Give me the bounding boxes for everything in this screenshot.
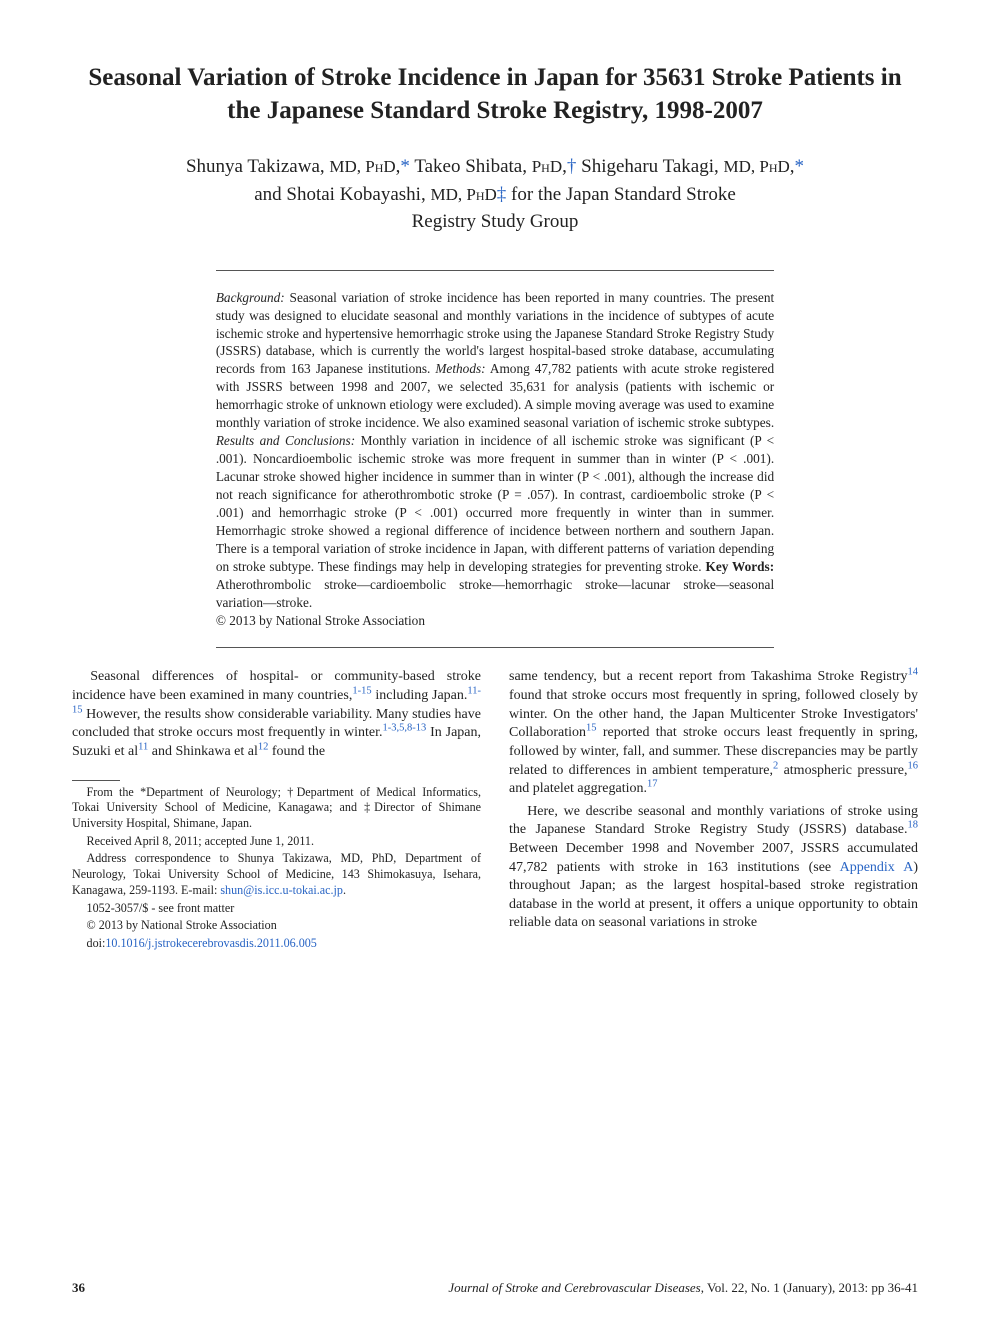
article-title: Seasonal Variation of Stroke Incidence i… (72, 62, 918, 127)
author-block: Shunya Takizawa, MD, PhD,* Takeo Shibata… (115, 153, 875, 236)
cite-16[interactable]: 16 (908, 760, 919, 771)
footnote-copyright: © 2013 by National Stroke Association (72, 918, 481, 934)
left-column: Seasonal differences of hospital- or com… (72, 668, 481, 953)
page: Seasonal Variation of Stroke Incidence i… (0, 0, 990, 994)
cite-14[interactable]: 14 (908, 667, 919, 678)
body-para-1: Seasonal differences of hospital- or com… (72, 668, 481, 761)
abstract-methods-label: Methods: (435, 361, 485, 376)
abstract-background-label: Background: (216, 290, 285, 305)
doi-link[interactable]: 10.1016/j.jstrokecerebrovasdis.2011.06.0… (105, 936, 317, 950)
email-link[interactable]: shun@is.icc.u-tokai.ac.jp (220, 883, 343, 897)
keywords-label: Key Words: (706, 559, 775, 574)
cite-12[interactable]: 12 (258, 741, 269, 752)
abstract-bottom-rule (216, 647, 774, 648)
footnote-affiliations: From the *Department of Neurology; †Depa… (72, 785, 481, 832)
body-para-1-cont: same tendency, but a recent report from … (509, 668, 918, 798)
cite-17[interactable]: 17 (647, 778, 658, 789)
appendix-link[interactable]: Appendix A (840, 860, 914, 875)
abstract-results-label: Results and Conclusions: (216, 433, 355, 448)
authors-line-2: and Shotai Kobayashi, MD, PhD‡ for the J… (254, 184, 736, 205)
body-columns: Seasonal differences of hospital- or com… (72, 668, 918, 953)
abstract-results-text: Monthly variation in incidence of all is… (216, 433, 774, 574)
footnote-issn: 1052-3057/$ - see front matter (72, 901, 481, 917)
footnote-dates: Received April 8, 2011; accepted June 1,… (72, 834, 481, 850)
footnotes: From the *Department of Neurology; †Depa… (72, 785, 481, 952)
cite-11[interactable]: 11 (138, 741, 148, 752)
footnote-rule (72, 780, 120, 781)
authors-line-3: Registry Study Group (412, 211, 579, 232)
body-para-2: Here, we describe seasonal and monthly v… (509, 803, 918, 933)
cite-18[interactable]: 18 (908, 820, 919, 831)
abstract-top-rule (216, 270, 774, 271)
page-number: 36 (72, 1280, 85, 1296)
abstract: Background: Seasonal variation of stroke… (216, 289, 774, 630)
cite-1-15[interactable]: 1-15 (352, 685, 371, 696)
journal-footer: Journal of Stroke and Cerebrovascular Di… (448, 1280, 918, 1296)
keywords-text: Atherothrombolic stroke—cardioembolic st… (216, 577, 774, 610)
right-column: same tendency, but a recent report from … (509, 668, 918, 953)
cite-1-3-5-8-13[interactable]: 1-3,5,8-13 (382, 723, 426, 734)
running-footer: 36 Journal of Stroke and Cerebrovascular… (72, 1280, 918, 1296)
footnote-correspondence: Address correspondence to Shunya Takizaw… (72, 851, 481, 898)
cite-15[interactable]: 15 (586, 723, 597, 734)
footnote-doi: doi:10.1016/j.jstrokecerebrovasdis.2011.… (72, 936, 481, 952)
authors-line-1: Shunya Takizawa, MD, PhD,* Takeo Shibata… (186, 156, 804, 177)
abstract-copyright: © 2013 by National Stroke Association (216, 613, 425, 628)
